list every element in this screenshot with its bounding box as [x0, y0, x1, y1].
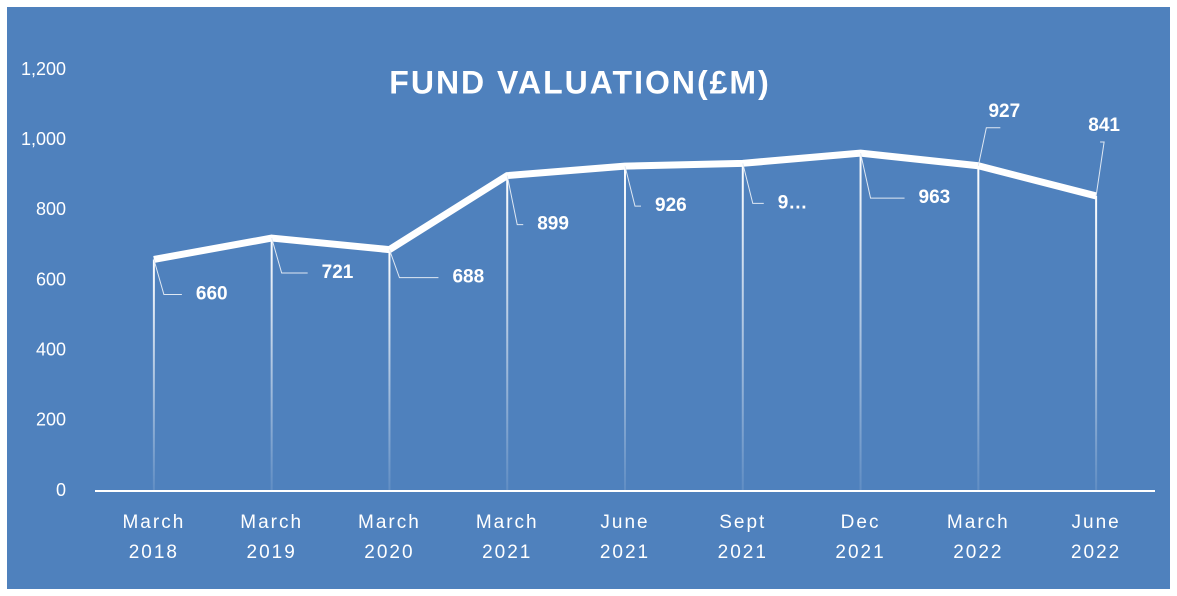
x-tick-line: Sept: [719, 512, 766, 533]
x-tick-line: 2019: [247, 542, 297, 563]
leader-line: [860, 153, 905, 199]
drop-line: [624, 166, 626, 491]
data-label: 926: [655, 195, 687, 216]
drop-line: [506, 175, 509, 491]
y-tick-label: 200: [36, 410, 66, 430]
y-tick-label: 800: [36, 199, 66, 219]
x-tick-label: March 2021: [476, 512, 539, 563]
x-tick-label: March 2019: [240, 512, 303, 563]
leader-line: [271, 237, 308, 274]
data-label: 899: [537, 214, 569, 235]
x-tick-line: March: [476, 512, 539, 533]
data-label: 9…: [778, 192, 808, 213]
x-tick-line: March: [947, 512, 1010, 533]
x-tick-line: 2020: [364, 542, 414, 563]
drop-line: [152, 259, 155, 491]
y-tick-label: 1,000: [21, 129, 66, 149]
leader-line: [388, 249, 439, 279]
line: [153, 149, 1097, 263]
x-tick-line: June: [600, 512, 649, 533]
x-tick-label: June 2021: [600, 512, 650, 563]
data-label: 721: [322, 262, 354, 283]
x-tick-label: March 2018: [122, 512, 185, 563]
x-tick-label: Dec 2021: [835, 512, 885, 563]
drop-line: [388, 249, 391, 491]
leader-line: [624, 166, 641, 207]
drop-line: [1095, 195, 1098, 492]
y-tick-label: 600: [36, 269, 66, 289]
data-label: 841: [1088, 115, 1120, 136]
leader-line: [506, 175, 524, 226]
data-label: 688: [452, 267, 484, 288]
leader-line: [742, 163, 764, 204]
x-tick-line: 2022: [953, 542, 1003, 563]
y-tick-label: 1,200: [21, 59, 66, 79]
x-tick-line: 2021: [482, 542, 532, 563]
leader-line: [977, 127, 1001, 166]
x-tick-line: March: [122, 512, 185, 533]
x-tick-line: 2021: [600, 542, 650, 563]
x-tick-line: June: [1072, 512, 1121, 533]
x-tick-line: Dec: [841, 512, 881, 533]
x-tick-label: March 2020: [358, 512, 421, 563]
x-tick-line: March: [358, 512, 421, 533]
leader-line: [153, 259, 182, 295]
drop-line: [859, 153, 862, 491]
x-tick-line: 2018: [129, 542, 179, 563]
drop-line: [741, 163, 744, 492]
data-label: 927: [988, 101, 1020, 122]
x-tick-line: March: [240, 512, 303, 533]
data-label: 660: [196, 283, 228, 304]
y-tick-label: 0: [56, 480, 66, 500]
x-tick-line: 2022: [1071, 542, 1121, 563]
y-tick-label: 400: [36, 339, 66, 359]
x-tick-label: June 2022: [1071, 512, 1121, 563]
data-label: 963: [919, 187, 951, 208]
x-tick-label: Sept 2021: [718, 512, 768, 563]
x-tick-label: March 2022: [947, 512, 1010, 563]
chart-title: FUND VALUATION(£M): [389, 64, 770, 100]
drop-line: [977, 165, 980, 491]
leader-line: [1095, 141, 1105, 197]
x-tick-line: 2021: [835, 542, 885, 563]
drop-line: [270, 238, 273, 491]
x-tick-line: 2021: [718, 542, 768, 563]
